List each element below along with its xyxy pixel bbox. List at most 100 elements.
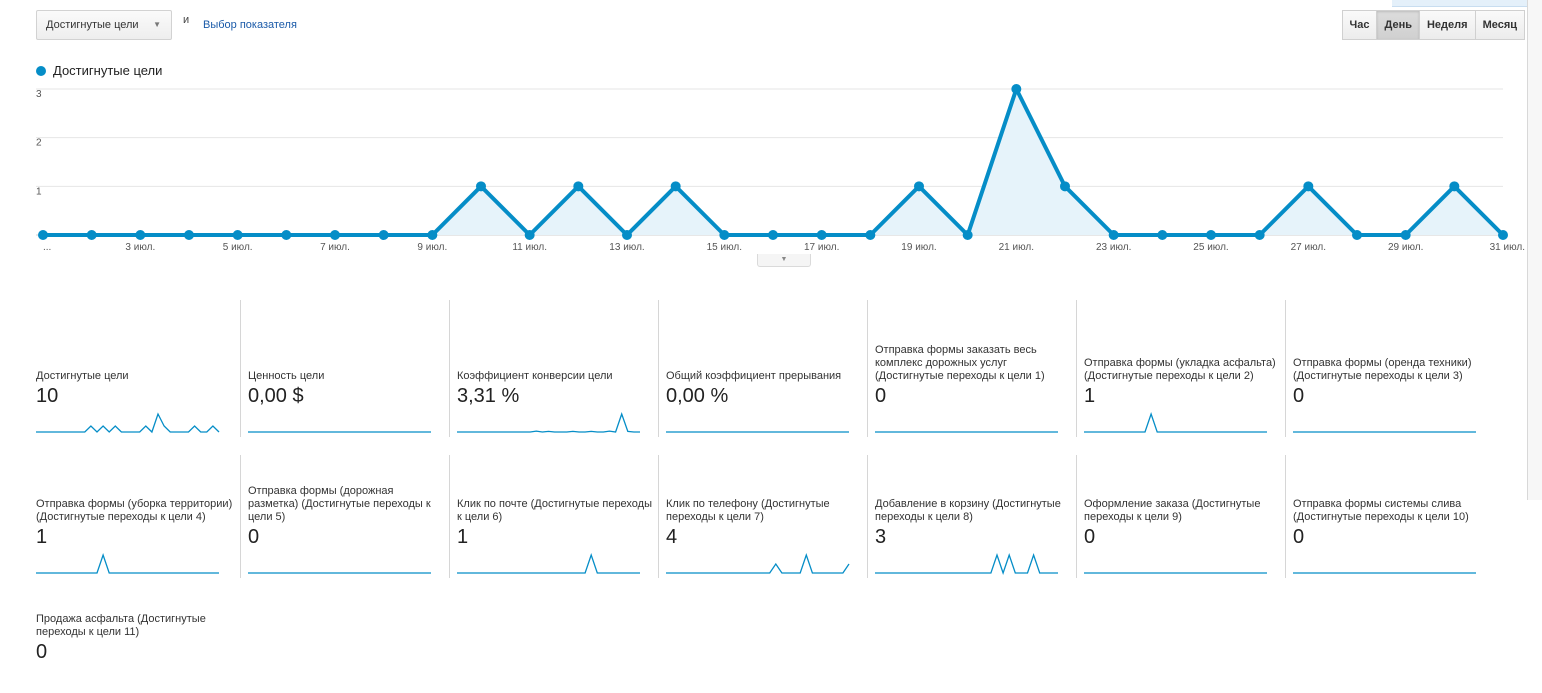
scorecard-sparkline xyxy=(1084,411,1267,433)
scorecard-sparkline xyxy=(1293,572,1476,574)
scorecard[interactable]: Отправка формы (дорожная разметка) (Дост… xyxy=(240,455,449,578)
data-point xyxy=(135,230,146,240)
scorecard-label: Достигнутые цели xyxy=(36,370,129,382)
scorecard[interactable]: Клик по телефону (Достигнутые переходы к… xyxy=(658,455,867,578)
metric-select[interactable]: Достигнутые цели ▼ xyxy=(36,10,172,40)
scorecard-label: Отправка формы заказать весь комплекс до… xyxy=(875,344,1045,382)
data-point xyxy=(1498,230,1508,240)
data-point xyxy=(1206,230,1216,240)
scorecard[interactable]: Продажа асфальта (Достигнутые переходы к… xyxy=(35,596,244,693)
sparkline-path xyxy=(875,552,1058,575)
sparkline-path xyxy=(666,552,850,574)
scorecard-label: Клик по почте (Достигнутые переходы к це… xyxy=(457,498,653,523)
scorecard-sparkline xyxy=(36,552,219,574)
scorecard-value: 3 xyxy=(875,526,887,548)
scorecard-label: Общий коэффициент прерывания xyxy=(666,370,842,382)
scorecard[interactable]: Коэффициент конверсии цели 3,31 % xyxy=(449,300,658,437)
data-point xyxy=(1157,230,1168,240)
data-point xyxy=(1011,84,1022,94)
scorecard[interactable]: Отправка формы заказать весь комплекс до… xyxy=(867,300,1076,437)
scorecard-value: 10 xyxy=(36,385,59,407)
period-day-button[interactable]: День xyxy=(1376,10,1420,40)
x-tick-label: 3 июл. xyxy=(125,242,155,253)
choose-metric-link[interactable]: Выбор показателя xyxy=(203,19,297,31)
scorecard-label: Клик по телефону (Достигнутые переходы к… xyxy=(666,498,830,523)
header-accent xyxy=(1392,0,1542,7)
data-point xyxy=(1254,230,1265,240)
scorecard-sparkline xyxy=(875,552,1058,575)
chevron-down-icon: ▼ xyxy=(153,20,161,29)
x-tick-label: 15 июл. xyxy=(707,242,742,253)
scorecard[interactable]: Отправка формы (уборка территории) (Дост… xyxy=(35,455,244,578)
period-week-button[interactable]: Неделя xyxy=(1418,10,1476,40)
data-point xyxy=(1303,181,1314,192)
scorecard[interactable]: Отправка формы системы слива (Достигнуты… xyxy=(1285,455,1494,578)
scorecard[interactable]: Клик по почте (Достигнутые переходы к це… xyxy=(449,455,658,578)
scorecard-label: Отправка формы (дорожная разметка) (Дост… xyxy=(248,485,431,523)
data-point xyxy=(865,230,876,240)
scorecard[interactable]: Достигнутые цели 10 xyxy=(35,300,244,437)
goals-line-chart: 1 2 3... 3 июл. 5 июл. 7 июл. 9 июл. 11 июл. 13 … xyxy=(36,84,1525,253)
scorecard-value: 0,00 % xyxy=(666,385,729,407)
series-line xyxy=(43,87,1505,237)
period-hour-button[interactable]: Час xyxy=(1341,10,1378,40)
scorecard-value: 1 xyxy=(457,526,469,548)
conjunction-label: и xyxy=(183,14,190,26)
scorecard-value: 0 xyxy=(248,526,260,548)
chart-legend: Достигнутые цели xyxy=(36,63,162,78)
collapse-chart-handle[interactable]: ▼ xyxy=(757,254,811,267)
y-tick-label: 1 xyxy=(36,186,42,197)
scorecard-sparkline xyxy=(875,431,1058,433)
data-point xyxy=(38,230,48,240)
data-point xyxy=(573,181,584,192)
scorecard[interactable]: Отправка формы (укладка асфальта) (Дости… xyxy=(1076,300,1285,437)
x-tick-label: 9 июл. xyxy=(417,242,447,253)
y-tick-label: 2 xyxy=(36,138,42,149)
data-point xyxy=(914,181,924,192)
scorecard-value: 0 xyxy=(1293,385,1305,407)
scorecard-sparkline xyxy=(248,431,431,433)
legend-dot xyxy=(36,66,46,76)
scorecard[interactable]: Общий коэффициент прерывания 0,00 % xyxy=(658,300,867,437)
scorecard-label: Оформление заказа (Достигнутые переходы … xyxy=(1084,498,1261,523)
data-point xyxy=(816,230,827,240)
x-tick-label: 17 июл. xyxy=(804,242,839,253)
sparkline-path xyxy=(1084,411,1267,433)
scorecard-label: Ценность цели xyxy=(248,370,325,382)
legend-label: Достигнутые цели xyxy=(53,63,163,78)
period-month-button[interactable]: Месяц xyxy=(1474,10,1525,40)
data-point xyxy=(1449,181,1460,192)
data-point xyxy=(330,230,340,240)
sparkline-path xyxy=(36,412,220,434)
scorecard-sparkline xyxy=(457,552,640,574)
right-scrollbar[interactable] xyxy=(1527,0,1542,500)
scorecard-value: 3,31 % xyxy=(457,385,520,407)
scorecard-value: 0,00 $ xyxy=(248,385,304,407)
scorecard-value: 4 xyxy=(666,526,678,548)
data-point xyxy=(962,230,973,240)
scorecard[interactable]: Добавление в корзину (Достигнутые перехо… xyxy=(867,455,1076,578)
x-tick-label: 19 июл. xyxy=(901,242,936,253)
scorecard[interactable]: Отправка формы (оренда техники) (Достигн… xyxy=(1285,300,1494,437)
scorecard[interactable]: Ценность цели 0,00 $ xyxy=(240,300,449,437)
x-tick-label: 27 июл. xyxy=(1291,242,1326,253)
scorecard-label: Отправка формы (оренда техники) (Достигн… xyxy=(1293,357,1472,382)
data-point xyxy=(1400,230,1411,240)
period-switcher: Час День Неделя Месяц xyxy=(1341,10,1525,40)
scorecard-sparkline xyxy=(1293,431,1476,433)
data-point xyxy=(476,181,486,192)
x-tick-label: 11 июл. xyxy=(512,242,547,253)
data-point xyxy=(768,230,778,240)
scorecard[interactable]: Оформление заказа (Достигнутые переходы … xyxy=(1076,455,1285,578)
scorecard-sparkline xyxy=(666,552,850,574)
data-point xyxy=(622,230,632,240)
x-tick-label: 13 июл. xyxy=(609,242,644,253)
data-point xyxy=(1108,230,1119,240)
scorecard-label: Продажа асфальта (Достигнутые переходы к… xyxy=(36,613,206,638)
data-point xyxy=(524,230,535,240)
data-point xyxy=(1352,230,1362,240)
data-point xyxy=(232,230,243,240)
toolbar: Достигнутые цели ▼ и Выбор показателя Ча… xyxy=(36,10,1525,42)
scorecard-sparkline xyxy=(457,412,640,433)
x-tick-label: ... xyxy=(43,242,51,253)
